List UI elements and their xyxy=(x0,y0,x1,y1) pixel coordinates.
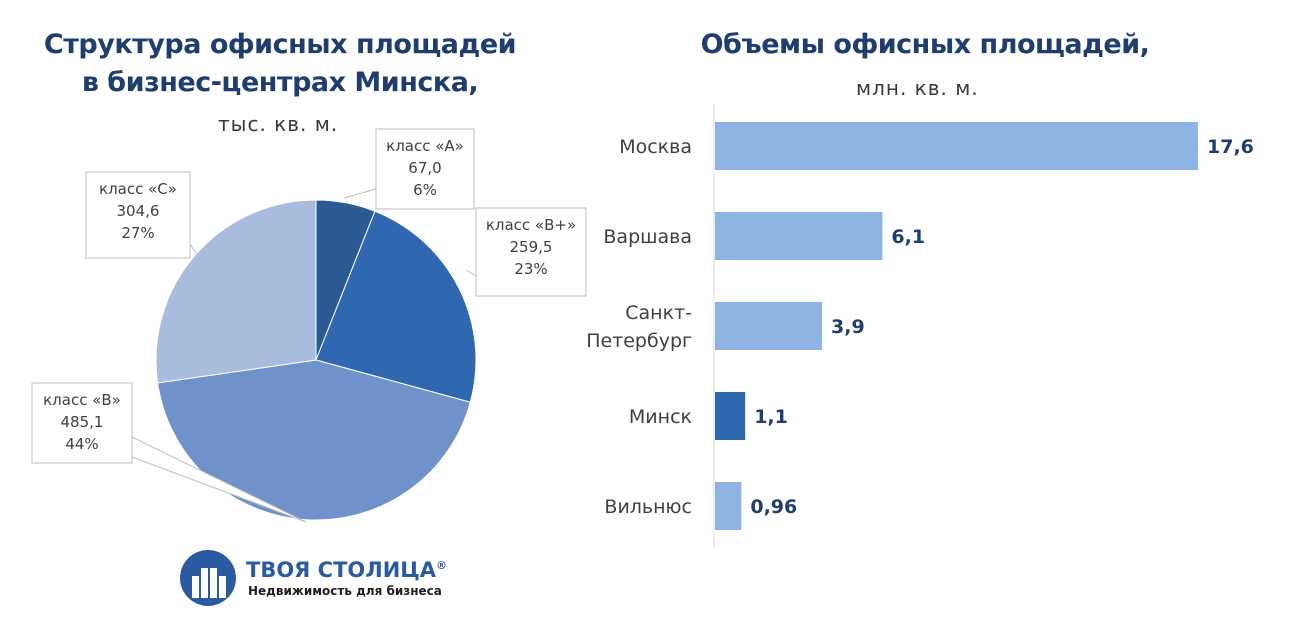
pie-label-name: класс «С» xyxy=(99,180,177,198)
bar-category-label: Варшава xyxy=(603,226,692,248)
pie-label-box xyxy=(85,171,191,259)
pie-label-name: класс «А» xyxy=(386,137,464,155)
bar-value-label: 17,6 xyxy=(1207,136,1254,158)
pie-label-box xyxy=(31,382,133,464)
bar-category-label: Москва xyxy=(619,136,692,158)
bar-value-label: 6,1 xyxy=(891,226,925,248)
logo-name: ТВОЯ СТОЛИЦА® xyxy=(246,558,447,582)
pie-slice-class-b-plus xyxy=(315,210,477,403)
pie-label-percent: 6% xyxy=(413,181,437,199)
pie-label-class-c: класс «С» 304,6 27% xyxy=(85,171,199,259)
pie-label-percent: 27% xyxy=(121,224,154,242)
pie-label-value: 259,5 xyxy=(510,238,553,256)
pie-label-class-a: класс «А» 67,0 6% xyxy=(343,128,475,210)
bar-value-label: 3,9 xyxy=(831,316,865,338)
bar-2 xyxy=(715,302,823,350)
pie-leader-line xyxy=(189,243,199,257)
bar-0 xyxy=(715,122,1199,170)
bar-chart: 17,6 Москва 6,1 Варшава 3,9 Санкт-Петербург 1,… xyxy=(586,104,1254,548)
pie-label-name: класс «В+» xyxy=(486,216,576,234)
pie-chart: класс «А»67,06%класс «В+»259,523%класс «… xyxy=(31,128,587,523)
pie-leader-line xyxy=(343,188,377,199)
pie-label-class-b-plus: класс «В+» 259,5 23% xyxy=(465,207,587,297)
bar-3 xyxy=(715,392,746,440)
bar-chart-title: Объемы офисных площадей, xyxy=(700,29,1150,60)
bar-category-label: Вильнюс xyxy=(604,496,692,518)
pie-chart-unit: тыс. кв. м. xyxy=(218,112,339,136)
pie-title-line-1: Структура офисных площадей xyxy=(43,29,517,60)
pie-leader-line xyxy=(131,436,307,523)
logo-registered-mark: ® xyxy=(436,559,448,572)
logo-name-text: ТВОЯ СТОЛИЦА xyxy=(246,558,437,582)
bar-4 xyxy=(715,482,742,530)
bar-category-label: Минск xyxy=(629,406,692,428)
pie-label-box xyxy=(475,207,587,297)
bar-value-label: 0,96 xyxy=(750,496,797,518)
bar-category-label: Санкт-Петербург xyxy=(586,302,692,352)
company-logo: ТВОЯ СТОЛИЦА® Недвижимость для бизнеса xyxy=(180,550,480,606)
pie-label-value: 304,6 xyxy=(117,202,160,220)
bar-chart-unit: млн. кв. м. xyxy=(856,76,979,100)
pie-label-box xyxy=(375,128,475,210)
pie-title-line-2: в бизнес-центрах Минска, xyxy=(81,67,479,98)
pie-label-percent: 44% xyxy=(65,435,98,453)
pie-label-name: класс «В» xyxy=(43,391,121,409)
logo-tagline: Недвижимость для бизнеса xyxy=(248,584,442,598)
bar-1 xyxy=(715,212,883,260)
pie-label-value: 485,1 xyxy=(61,413,104,431)
bar-value-label: 1,1 xyxy=(754,406,788,428)
pie-leader-line xyxy=(465,269,477,277)
logo-building-icon xyxy=(180,550,236,606)
pie-label-class-b: класс «В» 485,1 44% xyxy=(31,382,307,523)
pie-chart-title: Структура офисных площадей в бизнес-цент… xyxy=(30,26,530,102)
pie-slice-class-c xyxy=(155,199,317,384)
pie-slice-class-b xyxy=(157,359,471,521)
pie-label-percent: 23% xyxy=(514,260,547,278)
pie-label-value: 67,0 xyxy=(408,159,441,177)
